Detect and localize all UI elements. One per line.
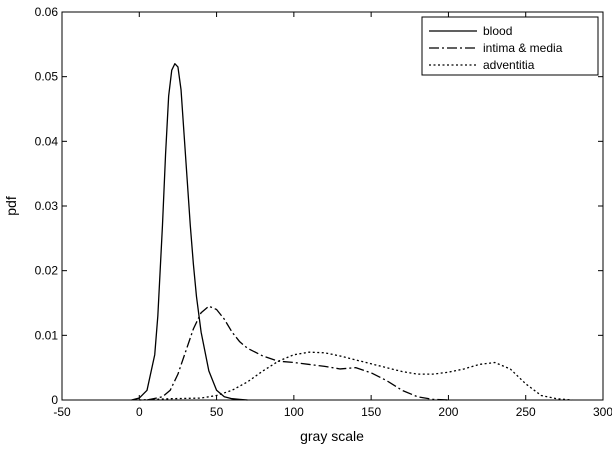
y-tick-label: 0.01 <box>35 328 59 342</box>
y-axis-label: pdf <box>3 196 19 216</box>
series-line-adventitia <box>139 351 573 401</box>
y-tick-label: 0.02 <box>35 264 59 278</box>
x-tick-label: 250 <box>516 405 536 419</box>
axis-ticks: -50 0 50 100 150 200 250 30000.010.020.030.040.… <box>35 5 612 419</box>
series-lines <box>131 63 573 401</box>
legend-label-adventitia: adventitia <box>483 58 535 72</box>
x-tick-label: 200 <box>438 405 458 419</box>
y-tick-label: 0 <box>51 393 58 407</box>
x-tick-label: -50 <box>53 405 71 419</box>
legend-label-blood: blood <box>483 24 512 38</box>
legend: blood intima & media adventitia <box>421 16 599 76</box>
x-tick-label: 100 <box>284 405 304 419</box>
x-tick-label: 50 <box>210 405 224 419</box>
plot-area <box>61 11 604 401</box>
legend-box <box>421 16 599 76</box>
y-tick-label: 0.04 <box>35 134 59 148</box>
series-line-blood <box>131 63 248 401</box>
legend-label-intima-media: intima & media <box>483 41 563 55</box>
x-tick-label: 0 <box>136 405 143 419</box>
x-tick-label: 300 <box>593 405 612 419</box>
y-tick-label: 0.06 <box>35 5 59 19</box>
x-axis-label: gray scale <box>300 428 364 444</box>
x-tick-label: 150 <box>361 405 381 419</box>
y-tick-label: 0.05 <box>35 70 59 84</box>
y-tick-label: 0.03 <box>35 199 59 213</box>
series-line-intima-media <box>146 305 449 401</box>
